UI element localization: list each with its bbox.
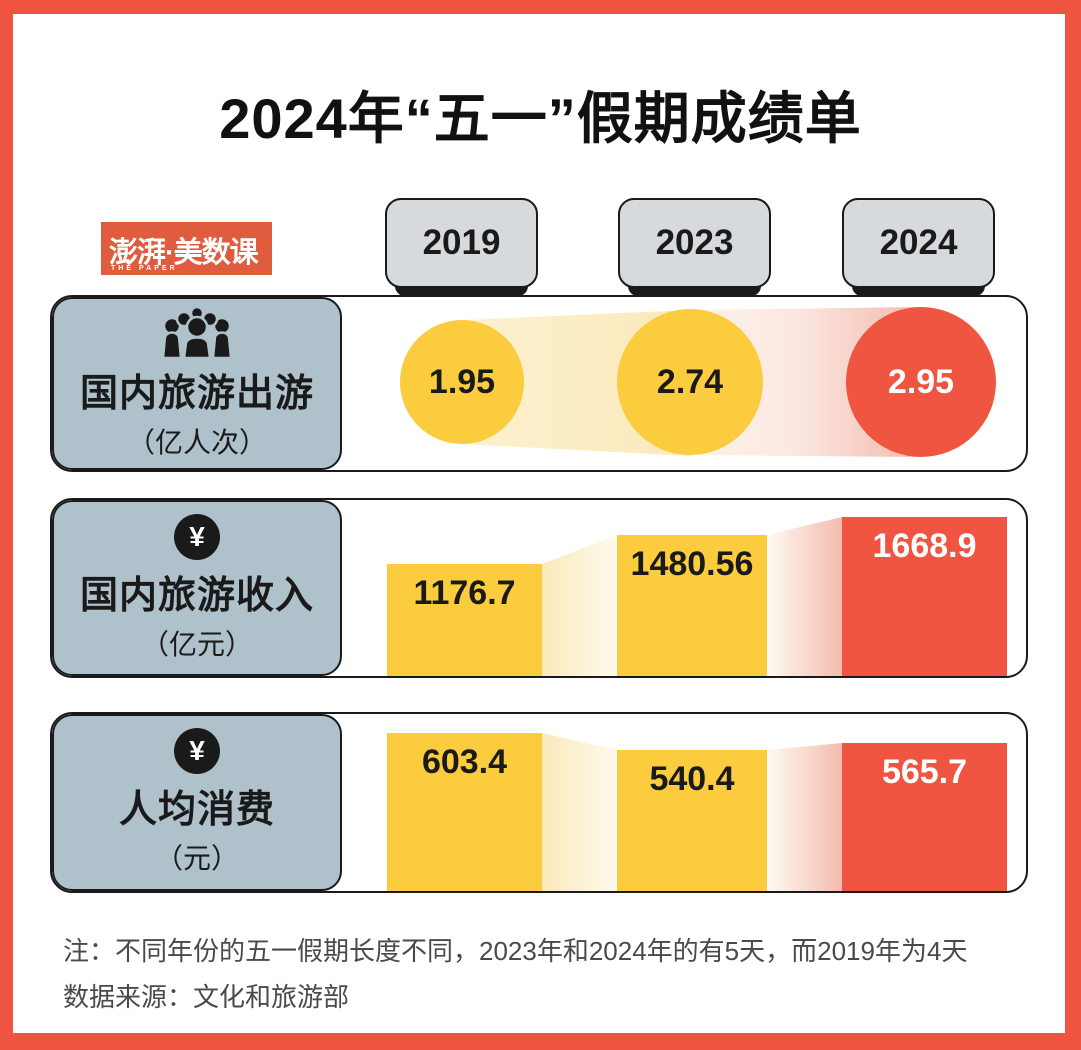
note-data-source: 数据来源：文化和旅游部 <box>63 982 350 1012</box>
trend-band-yellow <box>542 535 617 676</box>
bar-value: 603.4 <box>421 743 508 781</box>
thepaper-logo: 澎湃·美数课 THE PAPER <box>101 222 272 275</box>
bar-2023: 540.4 <box>617 750 767 891</box>
page-title: 2024年“五一”假期成绩单 <box>219 87 862 150</box>
bubble-2024: 2.95 <box>846 307 996 457</box>
year-header-2024: 2024 <box>842 198 995 288</box>
year-label: 2019 <box>422 223 501 262</box>
trend-band-red <box>767 743 842 891</box>
bubble-value: 2.95 <box>887 362 955 401</box>
logo-english-text: THE PAPER <box>111 265 178 272</box>
metric-title: 人均消费 <box>118 789 275 831</box>
year-label: 2024 <box>879 223 958 262</box>
bar-value: 1668.9 <box>872 527 977 565</box>
bubble-value: 2.74 <box>656 362 724 401</box>
bubble-value: 1.95 <box>428 362 496 401</box>
bar-2024: 565.7 <box>842 743 1007 891</box>
yen-symbol: ¥ <box>189 520 205 552</box>
year-label: 2023 <box>655 223 734 262</box>
bubble-2023: 2.74 <box>617 309 763 455</box>
year-header-2023: 2023 <box>618 198 771 288</box>
metric-row-trips: 1.95 2.74 2.95 国内旅游出游 <box>50 295 1028 472</box>
metric-title: 国内旅游出游 <box>79 373 314 415</box>
bar-2024: 1668.9 <box>842 517 1007 676</box>
trend-band-yellow <box>542 733 617 891</box>
year-header-2019: 2019 <box>385 198 538 288</box>
metric-unit: （亿人次） <box>126 427 267 458</box>
bar-2023: 1480.56 <box>617 535 767 676</box>
metric-row-spending: 603.4 540.4 565.7 ¥ 人均消费 （元） <box>50 712 1028 893</box>
footnotes: 注：不同年份的五一假期长度不同，2023年和2024年的有5天，而2019年为4… <box>63 928 967 1020</box>
note-holiday-length: 注：不同年份的五一假期长度不同，2023年和2024年的有5天，而2019年为4… <box>63 936 968 966</box>
metric-label-panel: ¥ 国内旅游收入 （亿元） <box>52 500 342 676</box>
yen-icon: ¥ <box>174 513 220 560</box>
yen-icon: ¥ <box>174 728 220 774</box>
bar-value: 1176.7 <box>413 574 516 612</box>
metric-row-revenue: 1176.7 1480.56 1668.9 ¥ 国内旅游收入 （亿元） <box>50 498 1028 678</box>
bar-value: 1480.56 <box>630 545 754 583</box>
metric-label-panel: ¥ 人均消费 （元） <box>52 714 342 891</box>
bar-2019: 1176.7 <box>387 564 542 676</box>
metric-title: 国内旅游收入 <box>79 574 314 617</box>
logo-chinese-text: 澎湃·美数课 <box>109 237 259 269</box>
bar-2019: 603.4 <box>387 733 542 891</box>
people-icon <box>163 306 231 358</box>
bar-value: 565.7 <box>881 753 968 791</box>
trend-band-red <box>767 517 842 676</box>
bubble-2019: 1.95 <box>400 320 524 444</box>
metric-label-panel: 国内旅游出游 （亿人次） <box>52 297 342 470</box>
metric-unit: （元） <box>154 843 239 874</box>
yen-symbol: ¥ <box>189 735 205 766</box>
metric-unit: （亿元） <box>140 628 253 660</box>
bar-value: 540.4 <box>649 760 735 798</box>
